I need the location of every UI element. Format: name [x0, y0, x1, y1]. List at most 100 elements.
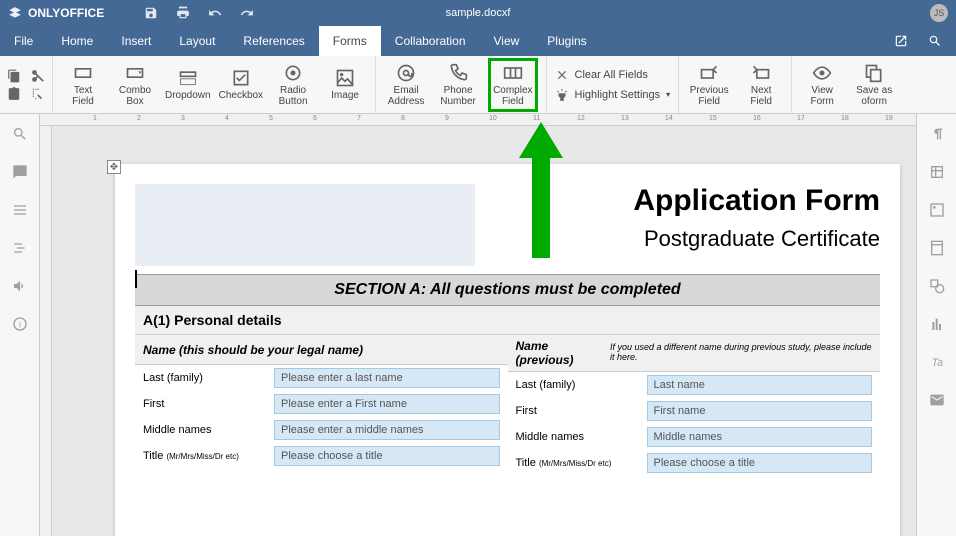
field-label: Middle names	[516, 431, 641, 443]
workspace: i 12345678910111213141516171819 ✥ Applic…	[0, 114, 956, 536]
shape-icon[interactable]	[929, 278, 945, 294]
mail-merge-icon[interactable]	[929, 392, 945, 408]
form-field[interactable]: Please enter a First name	[274, 394, 500, 414]
personal-details-header: A(1) Personal details	[135, 306, 880, 335]
form-field[interactable]: Last name	[647, 375, 873, 395]
copy-icon[interactable]	[6, 69, 22, 83]
outline-icon[interactable]	[12, 240, 28, 256]
canvas[interactable]: 12345678910111213141516171819 ✥ Applicat…	[40, 114, 916, 536]
text-field-button[interactable]: TextField	[61, 63, 105, 107]
paragraph-icon[interactable]	[929, 126, 945, 142]
comments-icon[interactable]	[12, 164, 28, 180]
svg-text:i: i	[19, 319, 21, 329]
about-icon[interactable]: i	[12, 316, 28, 332]
redo-icon[interactable]	[240, 6, 254, 20]
ribbon: TextFieldComboBoxDropdownCheckboxRadioBu…	[0, 56, 956, 114]
chart-icon[interactable]	[929, 316, 945, 332]
user-avatar[interactable]: JS	[930, 4, 948, 22]
find-icon[interactable]	[12, 126, 28, 142]
menu-plugins[interactable]: Plugins	[533, 26, 600, 56]
document-name: sample.docxf	[446, 7, 511, 19]
field-row: Middle names Middle names	[508, 424, 881, 450]
prev-name-column-header: Name (previous)	[516, 339, 601, 367]
form-field[interactable]: Middle names	[647, 427, 873, 447]
menu-forms[interactable]: Forms	[319, 26, 381, 56]
prev-button[interactable]: PreviousField	[687, 63, 731, 107]
menu-bar: FileHomeInsertLayoutReferencesFormsColla…	[0, 26, 956, 56]
right-sidebar: Ta	[916, 114, 956, 536]
clear-icon	[555, 68, 569, 82]
textart-icon[interactable]: Ta	[929, 354, 945, 370]
app-name: ONLYOFFICE	[28, 6, 104, 20]
left-sidebar: i	[0, 114, 40, 536]
form-field[interactable]: Please enter a last name	[274, 368, 500, 388]
form-field[interactable]: Please enter a middle names	[274, 420, 500, 440]
menu-file[interactable]: File	[0, 26, 47, 56]
field-row: First First name	[508, 398, 881, 424]
save-button[interactable]: Save asoform	[852, 63, 896, 107]
form-field[interactable]: First name	[647, 401, 873, 421]
menu-insert[interactable]: Insert	[107, 26, 165, 56]
anchor-icon[interactable]: ✥	[107, 160, 121, 174]
view-button[interactable]: ViewForm	[800, 63, 844, 107]
menu-references[interactable]: References	[229, 26, 318, 56]
vertical-ruler	[40, 126, 52, 536]
select-icon[interactable]	[30, 87, 46, 101]
field-row: Last (family) Please enter a last name	[135, 365, 508, 391]
image-button[interactable]: Image	[323, 68, 367, 101]
paste-icon[interactable]	[6, 87, 22, 101]
image-placeholder[interactable]	[135, 184, 475, 266]
title-bar: ONLYOFFICE sample.docxf JS	[0, 0, 956, 26]
feedback-icon[interactable]	[12, 278, 28, 294]
logo-icon	[8, 6, 22, 20]
table-icon[interactable]	[929, 164, 945, 180]
phone-button[interactable]: PhoneNumber	[436, 63, 480, 107]
checkbox-button[interactable]: Checkbox	[219, 68, 263, 101]
chevron-down-icon: ▾	[666, 90, 670, 99]
undo-icon[interactable]	[208, 6, 222, 20]
document-page: ✥ Application Form Postgraduate Certific…	[115, 164, 900, 536]
name-column-header: Name (this should be your legal name)	[143, 343, 363, 357]
complex-button[interactable]: ComplexField	[488, 58, 537, 112]
horizontal-ruler: 12345678910111213141516171819	[40, 114, 916, 126]
image-settings-icon[interactable]	[929, 202, 945, 218]
field-label: Title (Mr/Mrs/Miss/Dr etc)	[143, 450, 268, 462]
field-row: Last (family) Last name	[508, 372, 881, 398]
app-logo: ONLYOFFICE	[8, 6, 104, 20]
svg-text:Ta: Ta	[931, 357, 943, 369]
highlight-icon	[555, 88, 569, 102]
field-label: Title (Mr/Mrs/Miss/Dr etc)	[516, 457, 641, 469]
text-cursor	[135, 270, 137, 288]
menu-view[interactable]: View	[480, 26, 534, 56]
headings-icon[interactable]	[12, 202, 28, 218]
dropdown-button[interactable]: Dropdown	[165, 68, 211, 101]
field-row: Title (Mr/Mrs/Miss/Dr etc) Please choose …	[508, 450, 881, 476]
menu-home[interactable]: Home	[47, 26, 107, 56]
field-row: Title (Mr/Mrs/Miss/Dr etc) Please choose …	[135, 443, 508, 469]
menu-collaboration[interactable]: Collaboration	[381, 26, 480, 56]
print-icon[interactable]	[176, 6, 190, 20]
email-button[interactable]: EmailAddress	[384, 63, 428, 107]
open-location-icon[interactable]	[894, 34, 908, 48]
highlight-settings[interactable]: Highlight Settings ▾	[555, 88, 671, 102]
field-label: Middle names	[143, 424, 268, 436]
next-button[interactable]: NextField	[739, 63, 783, 107]
field-label: First	[516, 405, 641, 417]
clear-all-fields[interactable]: Clear All Fields	[555, 68, 671, 82]
field-label: Last (family)	[143, 372, 268, 384]
menu-layout[interactable]: Layout	[165, 26, 229, 56]
combo-box-button[interactable]: ComboBox	[113, 63, 157, 107]
prev-name-note: If you used a different name during prev…	[610, 343, 872, 363]
cut-icon[interactable]	[30, 69, 46, 83]
quick-access	[144, 6, 254, 20]
search-icon[interactable]	[928, 34, 942, 48]
header-footer-icon[interactable]	[929, 240, 945, 256]
field-row: FirstPlease enter a First name	[135, 391, 508, 417]
field-row: Middle names Please enter a middle names	[135, 417, 508, 443]
form-field[interactable]: Please choose a title	[274, 446, 500, 466]
radio-button[interactable]: RadioButton	[271, 63, 315, 107]
save-icon[interactable]	[144, 6, 158, 20]
clipboard-group	[0, 56, 53, 113]
field-label: Last (family)	[516, 379, 641, 391]
form-field[interactable]: Please choose a title	[647, 453, 873, 473]
